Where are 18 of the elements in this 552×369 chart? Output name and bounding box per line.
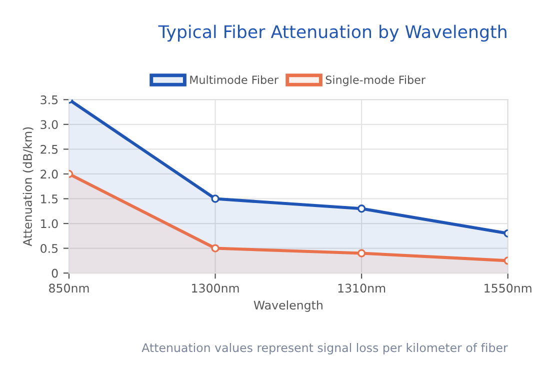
y-tick-label: 1.0: [41, 219, 58, 228]
x-tick-label: 1550nm: [484, 284, 532, 293]
text: Attenuation values represent signal loss per kilometer of fiber: [142, 342, 508, 354]
y-tick-label: 2.5: [40, 144, 58, 154]
x-tick-label: 1310nm: [338, 284, 386, 293]
legend-label: Single-mode Fiber: [326, 75, 426, 86]
x-tick-label: 850nm: [49, 284, 89, 293]
x-tick-label: 1300nm: [192, 284, 239, 293]
y-tick-label: 3.0: [40, 120, 58, 130]
y-tick-label: 3.5: [40, 95, 58, 104]
y-tick-label: 1.5: [41, 194, 58, 204]
chart-title: Typical Fiber Attenuation by Wavelength: [158, 24, 506, 42]
y-axis-title: Attenuation (dB/km): [22, 127, 34, 246]
legend-label: Multimode Fiber: [190, 75, 278, 84]
y-tick-label: 2.0: [40, 170, 58, 179]
y-tick-label: 0.5: [40, 244, 58, 253]
y-tick-label: 0: [52, 268, 58, 278]
x-axis-title: Wavelength: [254, 300, 322, 312]
